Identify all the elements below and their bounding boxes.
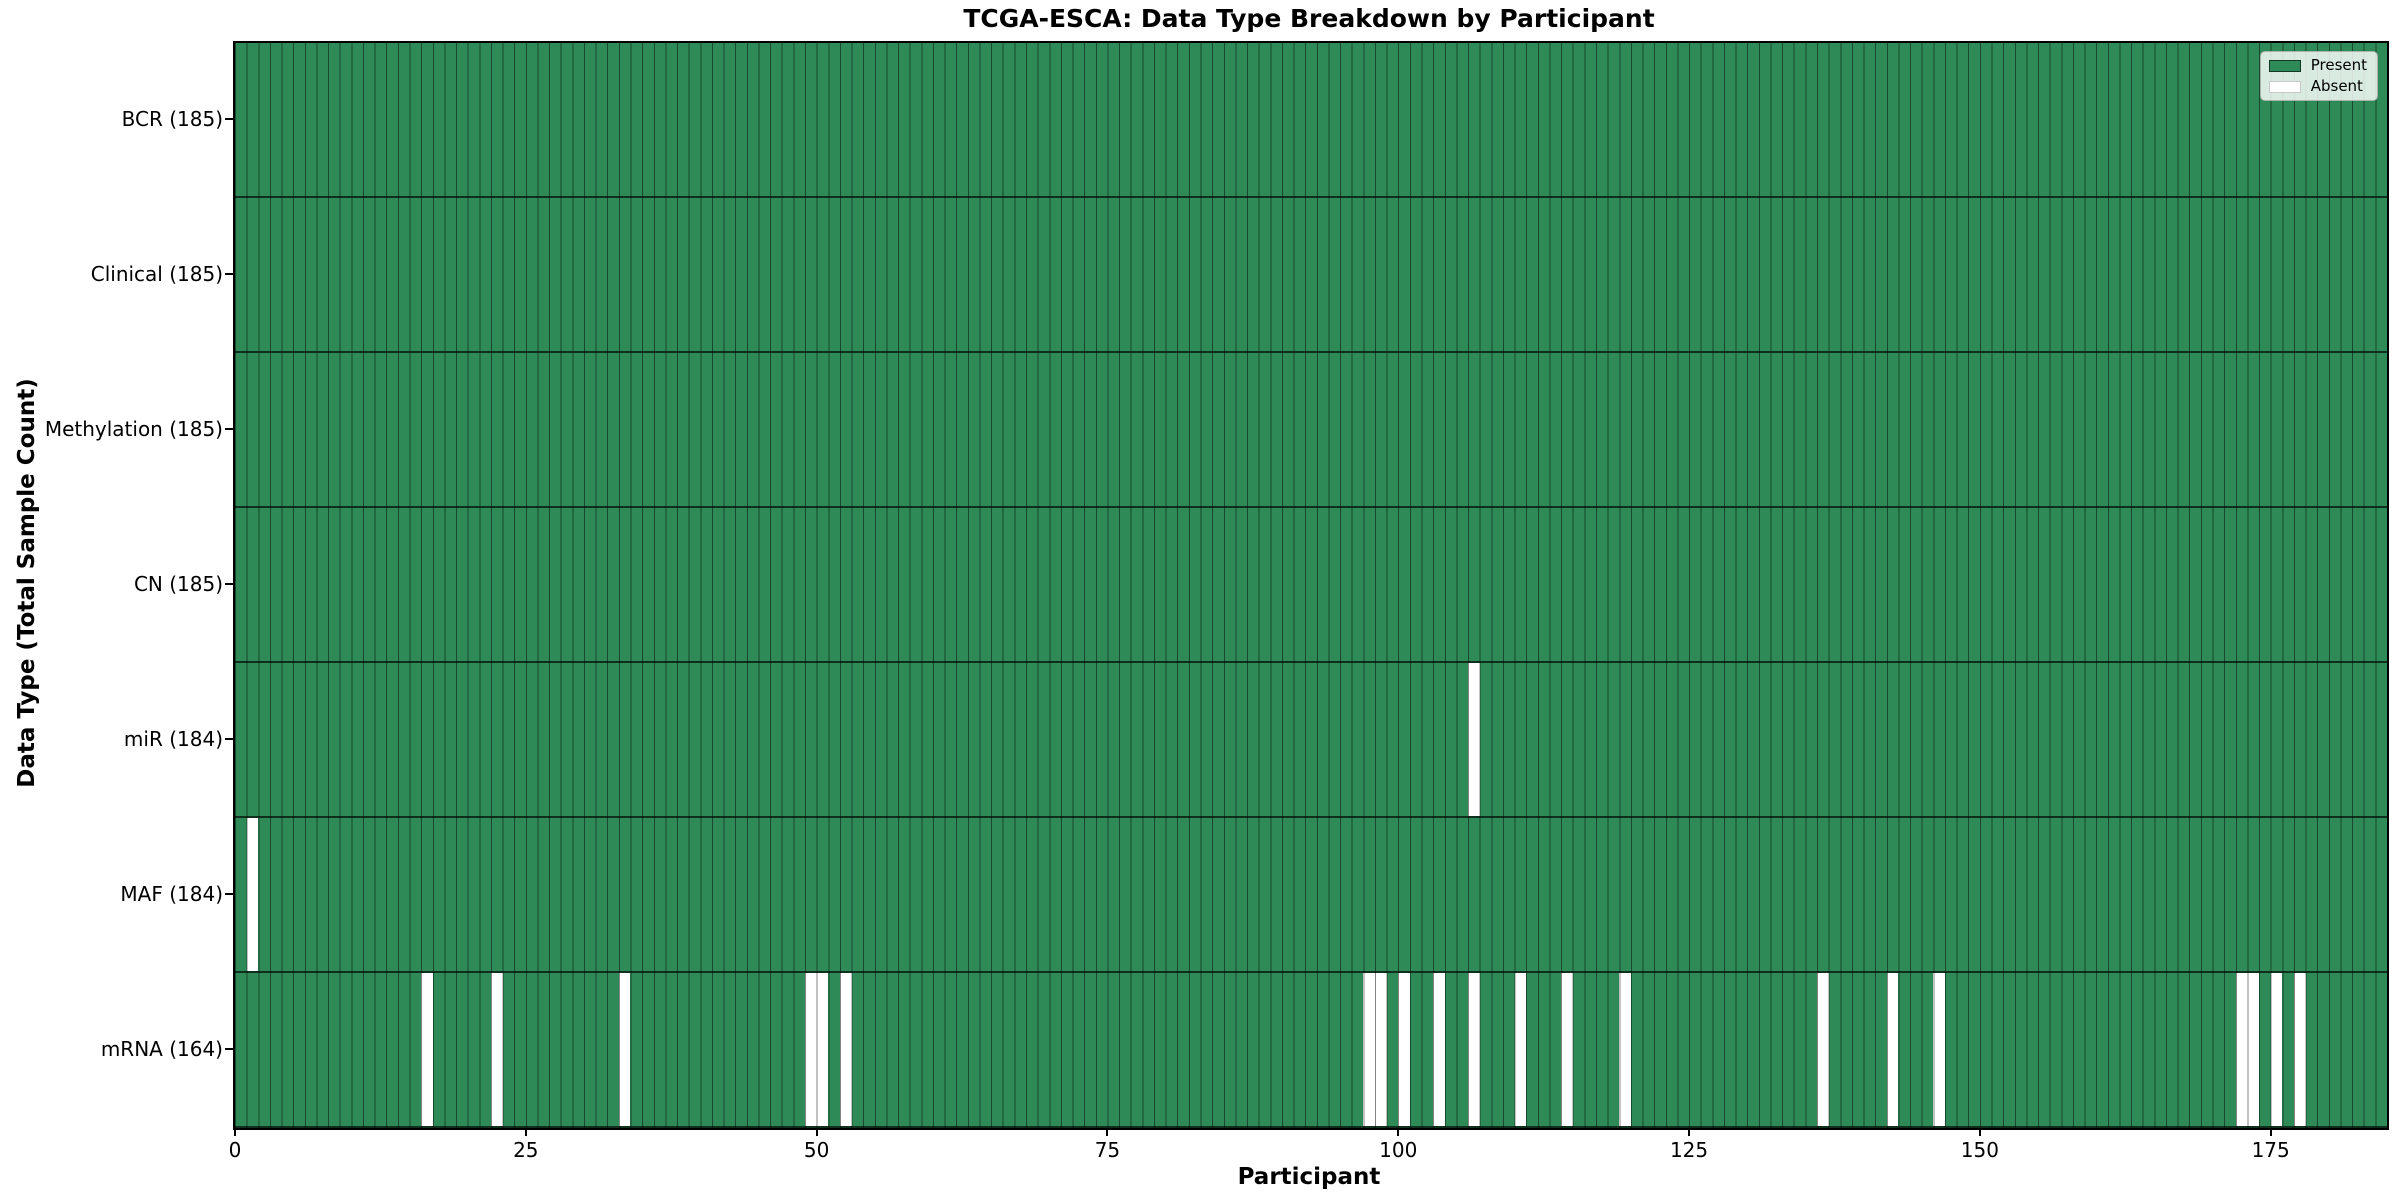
absent-cell-mRNA-49 [804,973,817,1126]
x-tick-label-25: 25 [513,1138,539,1162]
x-tick-label-50: 50 [803,1138,830,1162]
x-tick-label-125: 125 [1669,1138,1709,1162]
x-tick-mark [1397,1128,1400,1136]
x-tick-label-175: 175 [2251,1138,2290,1162]
absent-cell-mRNA-177 [2293,973,2306,1126]
absent-cell-mRNA-22 [490,973,503,1126]
absent-cell-mRNA-136 [1817,973,1829,1126]
plot-area: Present Absent [233,41,2389,1130]
x-tick-mark [1106,1128,1109,1136]
absent-cell-mRNA-103 [1433,973,1445,1126]
row-BCR [235,43,2387,198]
absent-cell-mRNA-110 [1514,973,1527,1126]
x-tick-mark [1688,1128,1691,1136]
absent-cell-mRNA-106 [1468,973,1480,1126]
absent-cell-mRNA-16 [421,973,433,1126]
absent-cell-mRNA-173 [2247,973,2260,1126]
y-tick-label-CN: CN (185) [133,571,223,596]
row-mRNA [235,973,2387,1128]
row-Clinical [235,198,2387,353]
y-tick-mark [225,427,233,430]
y-tick-mark [225,737,233,740]
absent-cell-mRNA-100 [1398,973,1410,1126]
row-CN [235,508,2387,663]
absent-cell-mRNA-33 [618,973,631,1126]
x-tick-label-150: 150 [1960,1138,1999,1162]
y-tick-label-mRNA: mRNA (164) [100,1036,223,1061]
x-axis-label: Participant [1237,1164,1381,1190]
absent-cell-mRNA-97 [1363,973,1375,1126]
absent-cell-mRNA-175 [2270,973,2283,1126]
y-tick-label-Clinical: Clinical (185) [90,261,223,286]
absent-cell-mRNA-50 [816,973,829,1126]
absent-cell-MAF-1 [246,818,259,971]
row-miR [235,663,2387,818]
y-tick-mark [225,272,233,275]
absent-cell-mRNA-172 [2235,973,2248,1126]
absent-swatch-icon [2268,80,2301,93]
y-tick-label-miR: miR (184) [123,726,223,751]
present-swatch-icon [2268,59,2301,72]
x-tick-label-75: 75 [1094,1138,1121,1162]
x-tick-label-100: 100 [1379,1138,1418,1162]
absent-cell-mRNA-98 [1374,973,1387,1126]
absent-cell-mRNA-114 [1561,973,1573,1126]
y-tick-label-BCR: BCR (185) [121,106,223,131]
absent-cell-mRNA-146 [1933,973,1945,1126]
x-tick-mark [234,1128,236,1136]
y-tick-mark [225,1047,233,1050]
y-tick-mark [225,892,233,895]
x-tick-mark [524,1128,527,1136]
row-MAF [235,818,2387,973]
legend-label-absent: Absent [2310,77,2363,95]
chart-title: TCGA-ESCA: Data Type Breakdown by Partic… [963,4,1655,33]
x-tick-label-0: 0 [228,1138,242,1162]
x-tick-mark [1978,1128,1981,1136]
absent-cell-mRNA-119 [1619,973,1631,1126]
y-tick-label-MAF: MAF (184) [120,881,223,906]
legend-entry-absent: Absent [2268,77,2367,95]
absent-cell-miR-106 [1468,663,1480,816]
absent-cell-mRNA-52 [839,973,852,1126]
legend-entry-present: Present [2268,56,2367,74]
y-tick-mark [225,582,233,585]
legend: Present Absent [2259,51,2378,101]
row-Methylation [235,353,2387,508]
legend-label-present: Present [2310,56,2367,74]
x-tick-mark [815,1128,818,1136]
x-tick-mark [2269,1128,2272,1136]
y-tick-label-Methylation: Methylation (185) [44,416,223,441]
absent-cell-mRNA-142 [1886,973,1899,1126]
y-tick-mark [225,117,233,120]
